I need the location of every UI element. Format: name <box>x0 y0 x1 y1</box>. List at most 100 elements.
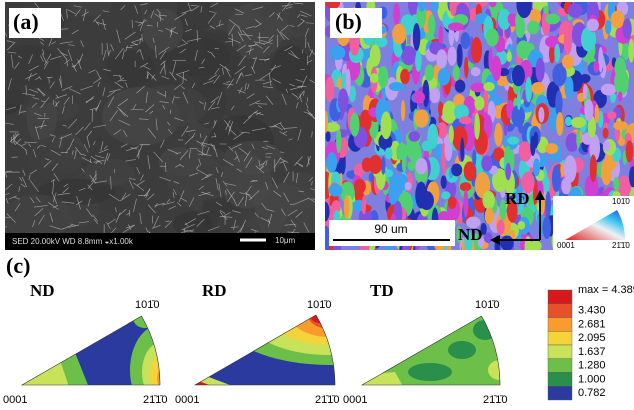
panel-label: (c) <box>6 253 30 278</box>
grain <box>134 85 208 128</box>
grain <box>414 109 428 127</box>
grain <box>507 136 519 144</box>
grain <box>482 191 494 209</box>
grain <box>590 154 597 182</box>
grain <box>512 65 525 86</box>
grain <box>370 73 378 83</box>
figure: SED 20.00kV WD 8.8mm ◒x1.00k 10μm (a) (b… <box>0 0 634 410</box>
grain <box>405 182 412 190</box>
grain <box>587 19 599 32</box>
grain <box>428 14 435 36</box>
grain <box>393 3 400 25</box>
pole-left: 0001 <box>343 394 367 406</box>
grain <box>389 183 398 205</box>
grain <box>455 80 466 93</box>
grain <box>610 11 624 29</box>
grain <box>500 235 513 250</box>
grain <box>565 116 572 126</box>
grain <box>576 129 580 149</box>
grain <box>486 28 499 46</box>
grain <box>595 104 599 123</box>
rd-label: RD <box>505 189 530 208</box>
key-right: 21̄1̄0 <box>612 241 630 250</box>
grain <box>552 165 561 192</box>
grain <box>571 117 586 128</box>
grain <box>459 116 472 124</box>
grain <box>326 131 331 142</box>
grain <box>516 40 530 58</box>
contour <box>133 308 157 328</box>
grain <box>354 179 366 194</box>
grain <box>531 82 544 94</box>
grain <box>436 49 447 68</box>
grain <box>626 140 634 162</box>
grain <box>507 51 512 62</box>
grain <box>614 69 629 95</box>
grain <box>508 14 513 24</box>
legend-swatch <box>548 318 572 332</box>
grain <box>389 82 405 91</box>
legend-swatch <box>548 290 572 304</box>
grain <box>474 96 484 111</box>
grain <box>425 64 434 81</box>
grain <box>525 77 532 103</box>
grain <box>601 84 617 96</box>
grain <box>396 143 408 160</box>
grain <box>554 44 560 63</box>
grain <box>471 37 482 63</box>
grain <box>460 138 464 162</box>
grain <box>519 141 532 161</box>
grain <box>603 128 609 139</box>
pole-top: 101̄0 <box>475 299 499 311</box>
key-left: 0001 <box>557 241 575 250</box>
grain <box>461 32 471 49</box>
grain <box>497 220 505 235</box>
grain <box>338 88 348 113</box>
grain <box>415 51 422 72</box>
pole-right: 21̄1̄0 <box>143 394 167 406</box>
grain <box>601 158 612 185</box>
grain <box>556 112 563 136</box>
grain <box>326 152 337 173</box>
grain <box>485 207 494 224</box>
legend-swatch <box>548 386 572 400</box>
grain <box>622 18 631 39</box>
grain <box>533 158 540 176</box>
pole-left: 0001 <box>3 394 27 406</box>
grain <box>481 155 492 171</box>
grain <box>329 46 345 60</box>
grain <box>362 196 366 214</box>
grain <box>538 107 544 123</box>
grain <box>568 4 583 18</box>
grain <box>603 140 610 151</box>
grain <box>494 123 502 147</box>
grain <box>453 65 460 81</box>
grain <box>408 131 420 141</box>
pole-left: 0001 <box>175 394 199 406</box>
grain <box>564 29 572 55</box>
grain <box>350 113 360 137</box>
grain <box>583 84 588 100</box>
grain <box>381 111 392 139</box>
legend-swatch <box>548 359 572 373</box>
grain <box>517 221 525 230</box>
grain <box>536 58 545 83</box>
legend-label: 3.430 <box>578 305 606 317</box>
grain <box>448 22 464 31</box>
grain <box>415 182 427 209</box>
grain <box>324 111 328 133</box>
grain <box>613 177 619 192</box>
grain <box>429 87 440 103</box>
grain <box>492 55 502 81</box>
grain <box>320 202 329 222</box>
grain <box>564 155 577 183</box>
grain <box>613 121 628 130</box>
grain <box>527 21 539 35</box>
legend-swatch <box>548 345 572 359</box>
legend-swatch <box>548 373 572 387</box>
grain <box>488 47 492 72</box>
grain <box>618 91 623 101</box>
grain <box>369 155 383 174</box>
figure-title: RD <box>202 281 227 300</box>
pole-top: 101̄0 <box>307 299 331 311</box>
